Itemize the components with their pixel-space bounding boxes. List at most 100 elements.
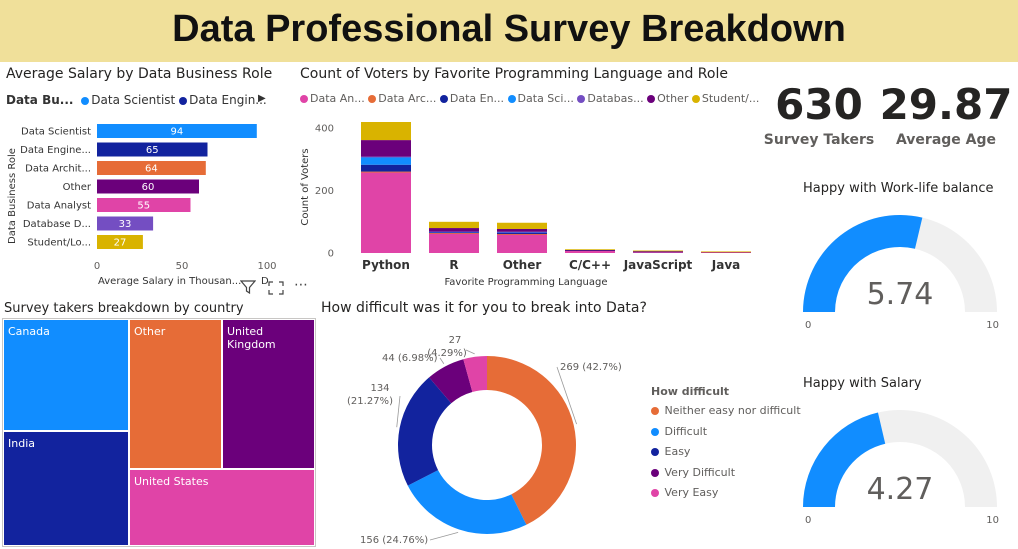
- voters-bar-segment: [429, 231, 479, 233]
- salary-data-label: 65: [146, 145, 159, 156]
- donut-slice: [407, 470, 527, 534]
- salary-data-label: 60: [142, 182, 155, 193]
- voters-x-category-label: Other: [503, 258, 542, 272]
- voters-bar-segment: [429, 228, 479, 232]
- survey-takers-value: 630: [775, 80, 863, 129]
- voters-bar-segment: [361, 122, 411, 141]
- voters-bar-segment: [565, 250, 615, 253]
- voters-x-category-label: Python: [362, 258, 410, 272]
- donut-legend-label: Easy: [664, 445, 691, 458]
- voters-legend-item: Data Arc...: [378, 92, 437, 105]
- salary-category-label: Data Analyst: [27, 201, 91, 212]
- gauge-worklife: 5.74 0 10: [803, 214, 999, 331]
- filter-icon[interactable]: [239, 279, 257, 295]
- salary-legend-item: Data Scientist: [91, 93, 176, 107]
- legend-marker: [651, 407, 659, 415]
- legend-marker: [439, 95, 448, 103]
- donut-slice: [429, 359, 473, 404]
- legend-marker: [651, 448, 659, 456]
- gauge-salary-title: Happy with Salary: [803, 376, 922, 391]
- salary-data-label: 55: [137, 201, 150, 212]
- salary-bar: [97, 216, 154, 231]
- legend-marker: [691, 95, 700, 103]
- treemap-label: Canada: [8, 325, 50, 338]
- gauge-value: 5.74: [867, 277, 934, 312]
- voters-bar-segment: [361, 171, 411, 173]
- voters-y-tick: 0: [328, 249, 334, 260]
- treemap-label: United Kingdom: [227, 325, 276, 351]
- legend-marker: [577, 95, 586, 103]
- salary-bar: [97, 142, 208, 157]
- donut-leader-line: [396, 395, 401, 428]
- legend-marker: [647, 95, 656, 103]
- donut-leader-line: [556, 366, 577, 425]
- salary-legend-title: Data Bu...: [6, 93, 74, 107]
- donut-legend-item: Very Easy: [651, 483, 801, 504]
- difficulty-donut-chart: 269 (42.7%) 156 (24.76%) 134 (21.27%) 44 (6.…: [347, 335, 622, 546]
- voters-chart-title: Count of Voters by Favorite Programming …: [300, 66, 728, 82]
- donut-data-label: 44 (6.98%): [382, 353, 438, 364]
- average-age-label: Average Age: [895, 132, 997, 148]
- donut-leader-line: [429, 531, 459, 541]
- chevron-right-icon[interactable]: ▶: [258, 93, 266, 104]
- donut-title: How difficult was it for you to break in…: [321, 300, 647, 316]
- voters-x-category-label: C/C++: [569, 258, 611, 272]
- treemap-cell-other[interactable]: Other: [130, 320, 221, 468]
- voters-legend-item: Student/...: [701, 92, 760, 105]
- donut-slice: [463, 356, 487, 392]
- legend-marker: [651, 468, 659, 477]
- treemap-cell-india[interactable]: India: [4, 432, 128, 545]
- salary-category-label: Other: [63, 182, 92, 193]
- voters-x-axis-title: Favorite Programming Language: [444, 277, 607, 288]
- voters-legend-item: Data En...: [449, 92, 505, 105]
- salary-category-label: Data Engine...: [20, 145, 91, 156]
- voters-legend-item: Data An...: [310, 92, 365, 105]
- donut-slice: [398, 377, 452, 486]
- salary-data-label: 64: [145, 164, 158, 175]
- donut-legend: How difficult Neither easy nor difficult…: [651, 385, 801, 504]
- survey-takers-label: Survey Takers: [763, 132, 875, 148]
- gauge-worklife-title: Happy with Work-life balance: [803, 181, 994, 196]
- treemap-cell-united-states[interactable]: United States: [130, 470, 314, 545]
- voters-bar-segment: [361, 172, 411, 253]
- voters-x-category-label: R: [449, 258, 458, 272]
- donut-legend-label: Very Easy: [664, 486, 719, 499]
- salary-category-label: Data Scientist: [21, 127, 91, 138]
- voters-bar-segment: [361, 157, 411, 165]
- voters-x-category-label: Java: [711, 258, 740, 272]
- donut-legend-title: How difficult: [651, 385, 730, 398]
- salary-data-label: 94: [171, 127, 184, 138]
- voters-bar-segment: [497, 231, 547, 233]
- donut-legend-label: Difficult: [664, 424, 708, 438]
- gauge-fill: [803, 214, 923, 312]
- legend-marker: [651, 427, 659, 436]
- gauge-fill: [803, 412, 886, 507]
- donut-legend-item: Neither easy nor difficult: [651, 401, 801, 422]
- treemap-label: Other: [134, 325, 166, 338]
- legend-marker: [507, 95, 516, 103]
- voters-bar-segment: [633, 251, 683, 253]
- salary-data-label: 33: [119, 219, 132, 230]
- treemap-cell-united-kingdom[interactable]: United Kingdom: [223, 320, 314, 468]
- average-age-value: 29.87: [879, 80, 1013, 129]
- more-options-icon[interactable]: ⋯: [294, 277, 309, 293]
- focus-mode-icon[interactable]: [268, 280, 284, 295]
- voters-legend-item: Other: [657, 92, 689, 105]
- salary-bar: [97, 179, 199, 194]
- salary-x-tick: 50: [176, 261, 189, 272]
- salary-bar: [97, 198, 191, 212]
- legend-marker: [179, 96, 188, 105]
- donut-slice: [487, 356, 576, 525]
- donut-data-label: 156 (24.76%): [360, 535, 428, 546]
- donut-leader-line: [439, 357, 445, 364]
- treemap-frame: Canada India Other United Kingdom United…: [2, 318, 316, 547]
- donut-data-label: 27: [449, 335, 462, 346]
- salary-y-axis-title: Data Business Role: [7, 148, 18, 244]
- treemap-title: Survey takers breakdown by country: [4, 301, 244, 316]
- treemap-cell-canada[interactable]: Canada: [4, 320, 128, 430]
- salary-data-label: 27: [114, 238, 127, 249]
- legend-marker: [81, 96, 90, 105]
- voters-legend-item: Data Sci...: [517, 92, 574, 105]
- gauge-max-label: 10: [986, 320, 999, 331]
